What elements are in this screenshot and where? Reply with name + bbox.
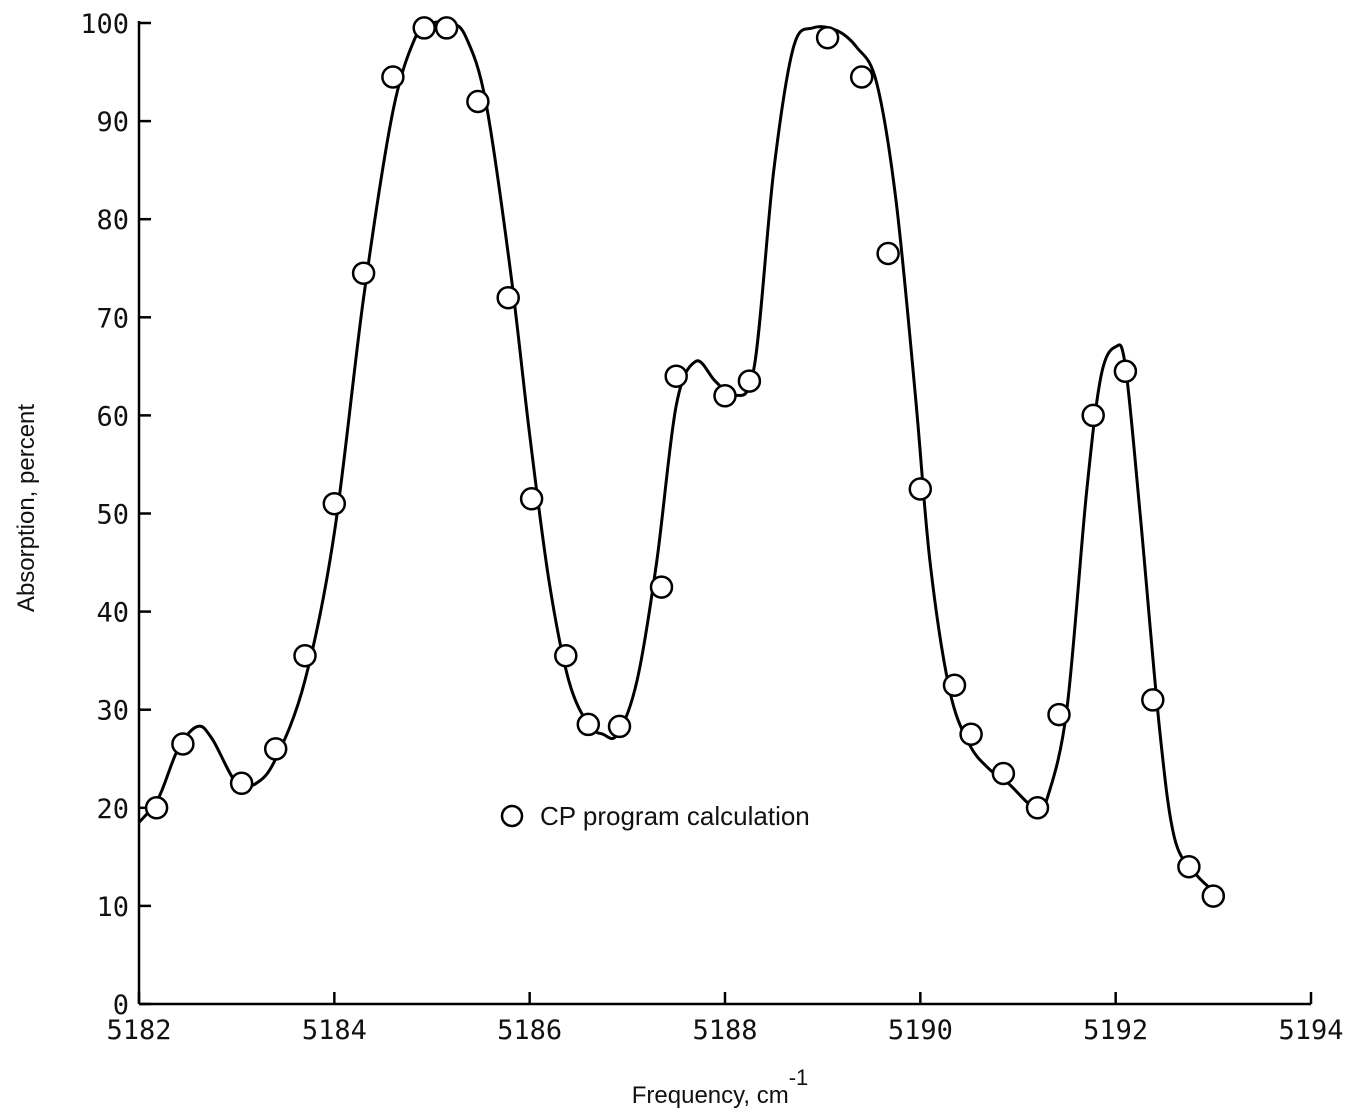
legend-label: CP program calculation (540, 801, 810, 831)
data-point (519, 487, 544, 511)
x-tick-label: 5186 (497, 1015, 562, 1046)
data-point (991, 761, 1016, 786)
y-tick-label: 40 (96, 598, 129, 629)
x-axis-label-superscript: -1 (789, 1065, 809, 1090)
data-point (849, 65, 874, 89)
y-tick-label: 20 (96, 794, 129, 825)
x-axis-label: Frequency, cm-1 (632, 1065, 809, 1109)
data-point (466, 89, 490, 114)
y-tick-label: 60 (96, 401, 129, 432)
data-point (1141, 688, 1165, 712)
x-tick-label: 5192 (1083, 1015, 1148, 1046)
x-tick-label: 5194 (1278, 1015, 1343, 1046)
data-point (1025, 796, 1050, 820)
y-tick-label: 80 (96, 205, 129, 236)
data-point (815, 25, 840, 50)
x-tick-label: 5184 (302, 1015, 367, 1046)
data-point (496, 285, 520, 310)
chart-ticks: 5182 5184 5186 5188 5190 5192 5194 0 10 20 30 40 50 6… (80, 9, 1343, 1046)
data-point (351, 261, 376, 285)
y-tick-label: 70 (96, 303, 129, 334)
data-point (942, 673, 967, 697)
data-point (959, 722, 983, 746)
data-point (737, 369, 762, 393)
y-tick-label: 100 (80, 9, 129, 40)
data-point (229, 771, 254, 796)
data-point (649, 575, 674, 599)
data-point (1201, 884, 1226, 908)
data-point (1081, 403, 1105, 428)
data-point (1047, 702, 1071, 727)
data-point (607, 714, 632, 739)
y-tick-label: 90 (96, 107, 129, 138)
legend: CP program calculation (500, 801, 810, 831)
data-point (576, 712, 601, 737)
y-tick-label: 30 (96, 696, 129, 727)
x-tick-label: 5190 (888, 1015, 953, 1046)
data-point (293, 643, 317, 668)
series-line-curve (137, 19, 1215, 893)
data-point (1177, 854, 1201, 879)
x-tick-label: 5188 (692, 1015, 757, 1046)
y-axis-label: Absorption, percent (13, 404, 40, 612)
data-point (144, 796, 169, 820)
data-point (322, 491, 347, 516)
data-point (664, 364, 688, 388)
data-point (1113, 359, 1138, 384)
x-tick-label: 5182 (106, 1015, 171, 1046)
legend-marker (500, 804, 524, 828)
chart-curve-layer (137, 19, 1215, 893)
y-tick-label: 10 (96, 892, 129, 923)
data-point (171, 732, 195, 756)
chart-points-layer (144, 16, 1226, 908)
data-point (908, 477, 933, 501)
y-tick-label: 0 (113, 990, 129, 1021)
data-point (876, 241, 900, 266)
chart-axes (137, 21, 1311, 1006)
y-tick-label: 50 (96, 500, 129, 531)
data-point (263, 737, 288, 761)
data-point (381, 65, 405, 89)
data-point (713, 384, 737, 408)
data-point (554, 643, 578, 668)
data-point (412, 16, 436, 40)
data-point (434, 16, 459, 40)
x-axis-label-text: Frequency, cm (632, 1082, 789, 1109)
